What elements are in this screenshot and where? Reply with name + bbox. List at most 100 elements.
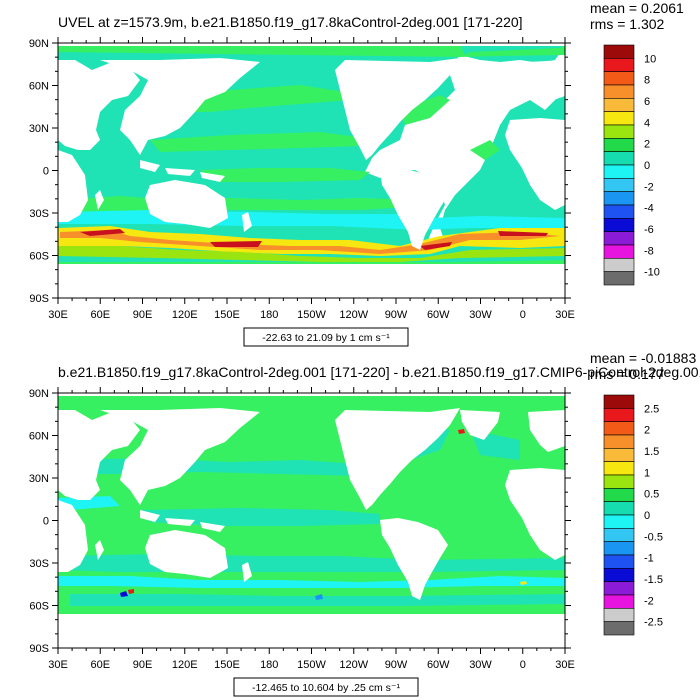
colorbar-swatch	[603, 271, 635, 286]
panel-bottom-rms: rms = 0.177	[590, 366, 665, 382]
panel-bottom-ticks	[52, 387, 571, 654]
panel-top-map	[58, 43, 565, 298]
lon-label: 60W	[427, 659, 450, 671]
colorbar-swatch	[603, 204, 635, 219]
colorbar-swatch	[603, 218, 635, 232]
panel-top-ticks	[52, 37, 571, 304]
colorbar-swatch	[603, 474, 635, 489]
colorbar-swatch	[603, 448, 635, 462]
panel-bottom-lon-labels: 30E 60E 90E 120E 150E 180 150W 120W 90W 60W 30W 0 30…	[48, 659, 575, 671]
lat-label: 30S	[29, 558, 49, 570]
panel-top-mean: mean = 0.2061	[590, 0, 684, 16]
colorbar-label: -10	[644, 267, 660, 279]
lon-label: 30E	[555, 309, 575, 321]
lon-label: 30E	[48, 309, 68, 321]
lat-label: 90N	[29, 38, 49, 50]
lon-label: 120W	[339, 659, 368, 671]
panel-top-lat-labels: 90N 60N 30N 0 30S 60S 90S	[29, 38, 49, 305]
map-panel-top: UVEL at z=1573.9m, b.e21.B1850.f19_g17.8…	[29, 0, 684, 347]
lat-label: 30S	[29, 208, 49, 220]
colorbar-swatch	[603, 191, 635, 206]
colorbar-label: 0	[644, 510, 650, 522]
colorbar-swatch	[603, 124, 635, 139]
colorbar-label: 2.5	[644, 403, 659, 415]
colorbar-label: -0.5	[644, 531, 663, 543]
colorbar-swatch	[603, 568, 635, 582]
lat-label: 90S	[29, 643, 49, 655]
lon-label: 90W	[385, 309, 408, 321]
colorbar-swatch	[603, 594, 635, 609]
colorbar-label: -4	[644, 203, 654, 215]
panel-bottom-lat-labels: 90N 60N 30N 0 30S 60S 90S	[29, 388, 49, 655]
panel-bottom-map	[58, 393, 565, 648]
lon-label: 150E	[214, 659, 240, 671]
colorbar-label: 8	[644, 75, 650, 87]
colorbar-label: 2	[644, 425, 650, 437]
lat-label: 90S	[29, 293, 49, 305]
land-masses	[58, 43, 565, 298]
panel-top-range-box	[243, 327, 409, 347]
colorbar-swatch	[603, 461, 635, 476]
lat-label: 0	[43, 516, 49, 528]
colorbar-swatch	[603, 608, 635, 622]
lon-label: 0	[520, 309, 526, 321]
colorbar-swatch	[603, 514, 635, 529]
panel-bottom-colorbar: 2.5 2 1.5 1 0.5 0 -0.5 -1 -1.5 -2 -2.5	[603, 394, 663, 636]
colorbar-swatch	[603, 151, 635, 166]
colorbar-label: -2	[644, 181, 654, 193]
lon-label: 90W	[385, 659, 408, 671]
colorbar-label: -2.5	[644, 617, 663, 629]
lon-label: 30W	[469, 659, 492, 671]
colorbar-swatch	[603, 541, 635, 556]
colorbar-swatch	[603, 258, 635, 272]
colorbar-label: 2	[644, 139, 650, 151]
lat-label: 90N	[29, 388, 49, 400]
colorbar-swatch	[603, 164, 635, 179]
lon-label: 120E	[172, 659, 198, 671]
lon-label: 150W	[297, 309, 326, 321]
colorbar-swatch	[603, 71, 635, 86]
lat-label: 30N	[29, 123, 49, 135]
colorbar-swatch	[603, 58, 635, 72]
land-masses	[58, 393, 565, 648]
lat-label: 60S	[29, 251, 49, 263]
panel-bottom-range-label: -12.465 to 10.604 by .25 cm s⁻¹	[252, 682, 400, 694]
colorbar-swatch	[603, 84, 635, 99]
lon-label: 60W	[427, 309, 450, 321]
colorbar-label: 6	[644, 96, 650, 108]
colorbar-swatch	[603, 581, 635, 596]
lon-label: 30E	[48, 659, 68, 671]
lon-label: 90E	[133, 309, 153, 321]
colorbar-label: 1.5	[644, 446, 659, 458]
colorbar-label: 4	[644, 117, 650, 129]
colorbar-label: 1	[644, 467, 650, 479]
lon-label: 30E	[555, 659, 575, 671]
colorbar-swatch	[603, 178, 635, 192]
colorbar-swatch	[603, 621, 635, 636]
colorbar-label: 0	[644, 160, 650, 172]
panel-bottom-title: b.e21.B1850.f19_g17.8kaControl-2deg.001 …	[58, 364, 700, 380]
colorbar-swatch	[603, 44, 635, 59]
colorbar-swatch	[603, 434, 635, 449]
lon-label: 180	[260, 309, 278, 321]
lon-label: 150W	[297, 659, 326, 671]
colorbar-label: -8	[644, 245, 654, 257]
panel-top-lon-labels: 30E 60E 90E 120E 150E 180 150W 120W 90W 60W 30W 0 30…	[48, 309, 575, 321]
lat-label: 60S	[29, 601, 49, 613]
lat-label: 60N	[29, 431, 49, 443]
panel-top-rms: rms = 1.302	[590, 16, 665, 32]
lon-label: 60E	[90, 659, 110, 671]
lon-label: 150E	[214, 309, 240, 321]
colorbar-label: 0.5	[644, 489, 659, 501]
colorbar-swatch	[603, 98, 635, 112]
lat-label: 60N	[29, 81, 49, 93]
panel-top-title: UVEL at z=1573.9m, b.e21.B1850.f19_g17.8…	[58, 14, 523, 30]
colorbar-swatch	[603, 394, 635, 409]
colorbar-label: -1	[644, 553, 654, 565]
colorbar-label: 10	[644, 53, 656, 65]
lon-label: 0	[520, 659, 526, 671]
lat-label: 0	[43, 166, 49, 178]
panel-top-colorbar: 10 8 6 4 2 0 -2 -4 -6 -8 -10	[603, 44, 660, 286]
colorbar-swatch	[603, 244, 635, 259]
colorbar-label: -1.5	[644, 574, 663, 586]
